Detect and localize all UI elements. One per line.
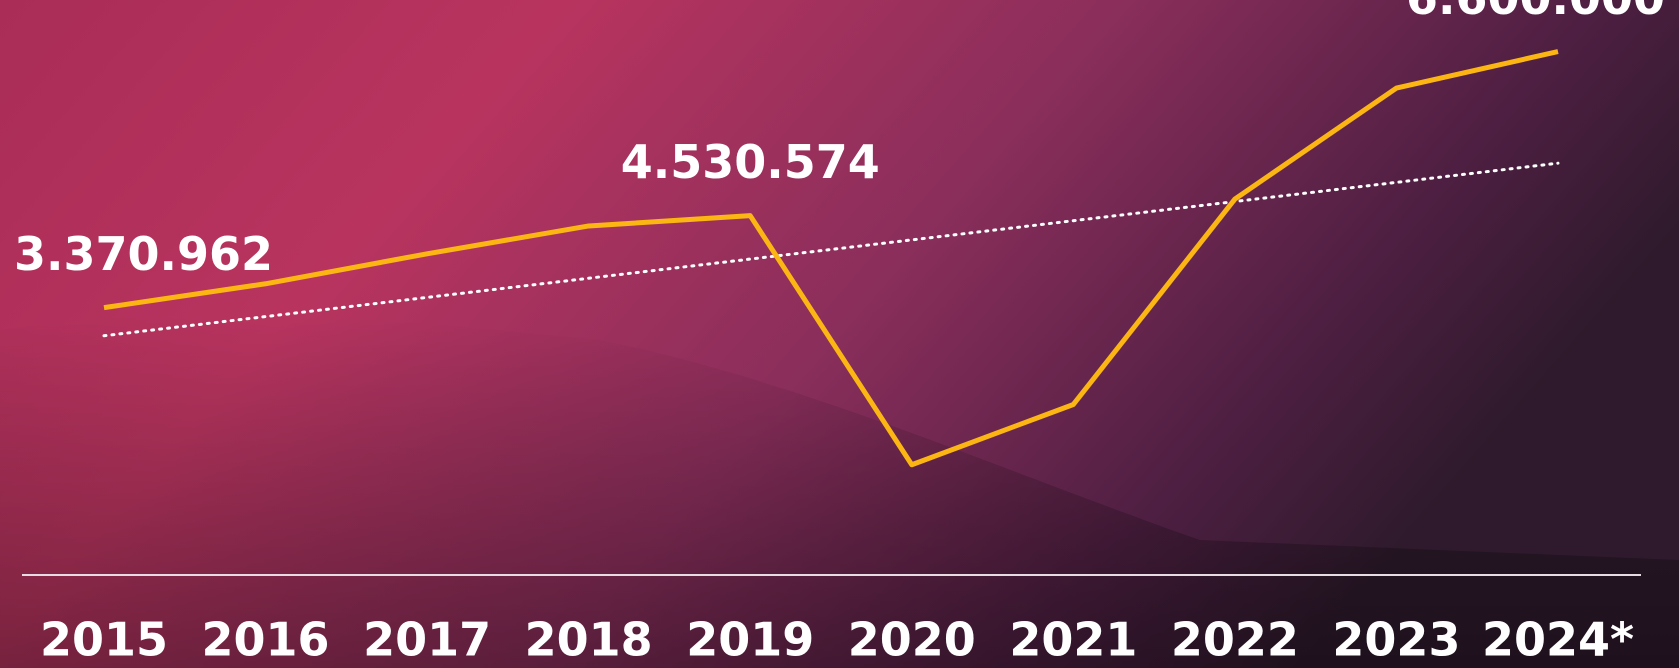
x-tick-label: 2021 bbox=[1009, 613, 1137, 667]
x-tick-label: 2017 bbox=[363, 613, 491, 667]
value-label: 4.530.574 bbox=[621, 135, 880, 189]
x-tick-label: 2023 bbox=[1332, 613, 1460, 667]
value-label: 3.370.962 bbox=[14, 227, 273, 281]
value-label: 6.600.000 bbox=[1406, 0, 1665, 25]
page: {"chart_data": {"type": "line", "categor… bbox=[0, 0, 1679, 668]
x-tick-label: 2016 bbox=[202, 613, 330, 667]
x-tick-label: 2020 bbox=[848, 613, 976, 667]
chart: 2015 2016 2017 2018 2019 2020 2021 2022 2023 2024… bbox=[0, 0, 1679, 668]
x-tick-label: 2015 bbox=[40, 613, 168, 667]
x-tick-label: 2022 bbox=[1171, 613, 1299, 667]
x-tick-label: 2018 bbox=[525, 613, 653, 667]
x-tick-label: 2019 bbox=[686, 613, 814, 667]
x-tick-label: 2024* bbox=[1482, 613, 1634, 667]
